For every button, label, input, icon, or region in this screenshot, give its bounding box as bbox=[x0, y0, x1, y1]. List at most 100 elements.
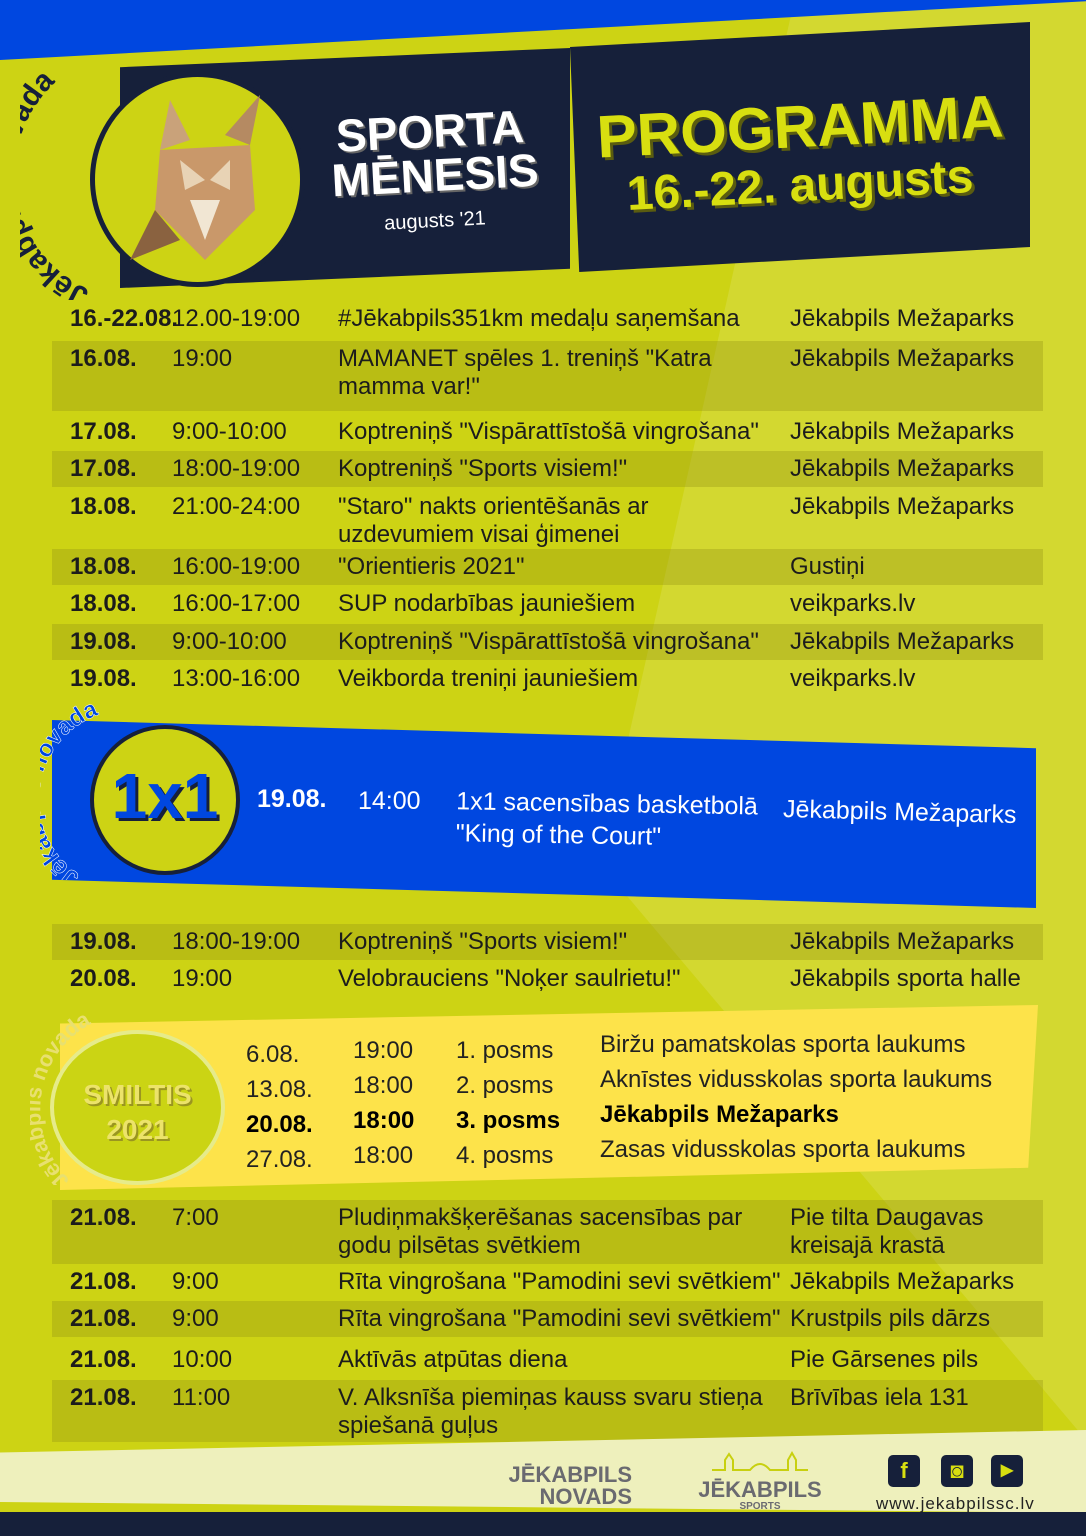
basketball-logo: 1x1 bbox=[90, 725, 240, 875]
row-time: 11:00 bbox=[172, 1384, 231, 1411]
row-date: 19.08. bbox=[70, 628, 137, 655]
logo-line: NOVADS bbox=[539, 1484, 633, 1509]
smiltis-date: 13.08. bbox=[246, 1076, 313, 1103]
jekabpils-novada-arc-text: Jēkabpils novada bbox=[20, 64, 93, 300]
row-date: 21.08. bbox=[70, 1346, 137, 1373]
row-band bbox=[52, 549, 1043, 585]
row-time: 12.00-19:00 bbox=[172, 305, 301, 332]
smiltis-stage: 4. posms bbox=[456, 1142, 554, 1169]
smiltis-location: Zasas vidusskolas sporta laukums bbox=[600, 1136, 966, 1163]
smiltis-date: 6.08. bbox=[246, 1041, 300, 1068]
row-event: Koptreniņš "Vispārattīstošā vingrošana" bbox=[338, 628, 759, 655]
row-location: Brīvības iela 131 bbox=[790, 1384, 969, 1411]
website-link[interactable]: www.jekabpilssc.lv bbox=[876, 1494, 1035, 1513]
row-band bbox=[52, 451, 1043, 487]
row-time: 18:00-19:00 bbox=[172, 455, 301, 482]
row-date: 19.08. bbox=[70, 665, 137, 692]
row-time: 16:00-19:00 bbox=[172, 553, 301, 580]
row-date: 18.08. bbox=[70, 553, 137, 580]
row-time: 13:00-16:00 bbox=[172, 665, 301, 692]
row-event: Pludiņmakšķerēšanas sacensības par godu … bbox=[338, 1204, 743, 1259]
row-time: 21:00-24:00 bbox=[172, 493, 301, 520]
row-event: Velobrauciens "Noķer saulrietu!" bbox=[338, 965, 681, 992]
smiltis-stage: 3. posms bbox=[456, 1107, 561, 1134]
row-date: 21.08. bbox=[70, 1384, 137, 1411]
row-date: 21.08. bbox=[70, 1305, 137, 1332]
row-location: Jēkabpils Mežaparks bbox=[790, 345, 1015, 372]
smiltis-logo-line2: 2021 bbox=[106, 1114, 169, 1145]
row-location: Gustiņi bbox=[790, 553, 865, 580]
row-band bbox=[52, 1301, 1043, 1337]
smiltis-time: 18:00 bbox=[353, 1072, 414, 1099]
row-event: #Jēkabpils351km medaļu saņemšana bbox=[338, 305, 740, 332]
row-location: Jēkabpils Mežaparks bbox=[790, 305, 1015, 332]
row-event: Rīta vingrošana "Pamodini sevi svētkiem" bbox=[338, 1305, 781, 1332]
row-location: Jēkabpils Mežaparks bbox=[790, 493, 1015, 520]
row-event: Veikborda treniņi jauniešiem bbox=[338, 665, 639, 692]
row-time: 16:00-17:00 bbox=[172, 590, 301, 617]
basketball-date: 19.08. bbox=[257, 785, 327, 813]
smiltis-date: 20.08. bbox=[246, 1111, 313, 1138]
city-skyline-icon bbox=[712, 1450, 808, 1471]
row-location: Jēkabpils Mežaparks bbox=[790, 928, 1015, 955]
svg-text:Jēkabpils novada: Jēkabpils novada bbox=[30, 1006, 95, 1185]
row-location: Jēkabpils Mežaparks bbox=[790, 1268, 1015, 1295]
smiltis-location: Aknīstes vidusskolas sporta laukums bbox=[600, 1066, 993, 1093]
row-band bbox=[52, 341, 1043, 411]
basketball-location: Jēkabpils Mežaparks bbox=[782, 794, 1017, 830]
row-time: 9:00 bbox=[172, 1305, 219, 1332]
smiltis-location: Biržu pamatskolas sporta laukums bbox=[600, 1031, 966, 1058]
youtube-icon[interactable]: ▶ bbox=[991, 1455, 1023, 1487]
row-location: Jēkabpils Mežaparks bbox=[790, 455, 1015, 482]
smiltis-time: 18:00 bbox=[353, 1107, 415, 1134]
basketball-logo-text: 1x1 bbox=[111, 760, 219, 832]
smiltis-location: Jēkabpils Mežaparks bbox=[600, 1101, 839, 1128]
jekabpils-sports-logo: JĒKABPILS SPORTS bbox=[695, 1450, 825, 1512]
row-event: Aktīvās atpūtas diena bbox=[338, 1346, 568, 1373]
row-time: 7:00 bbox=[172, 1204, 219, 1231]
row-location: Pie tilta Daugavas kreisajā krastā bbox=[790, 1204, 984, 1259]
row-location: Jēkabpils sporta halle bbox=[790, 965, 1021, 992]
lynx-icon bbox=[130, 95, 260, 260]
jekabpils-novads-logo: JĒKABPILS NOVADS bbox=[490, 1464, 632, 1508]
row-band bbox=[52, 1380, 1043, 1442]
row-date: 21.08. bbox=[70, 1268, 137, 1295]
row-date: 20.08. bbox=[70, 965, 137, 992]
row-event: Koptreniņš "Vispārattīstošā vingrošana" bbox=[338, 418, 759, 445]
logo-line: JĒKABPILS bbox=[698, 1477, 822, 1502]
row-time: 19:00 bbox=[172, 345, 233, 372]
row-date: 18.08. bbox=[70, 493, 137, 520]
row-date: 19.08. bbox=[70, 928, 137, 955]
row-time: 18:00-19:00 bbox=[172, 928, 301, 955]
row-location: Jēkabpils Mežaparks bbox=[790, 418, 1015, 445]
row-event: Koptreniņš "Sports visiem!" bbox=[338, 455, 628, 482]
row-date: 18.08. bbox=[70, 590, 137, 617]
programma-panel bbox=[570, 22, 1030, 272]
row-time: 9:00 bbox=[172, 1268, 219, 1295]
row-time: 19:00 bbox=[172, 965, 233, 992]
basketball-event: 1x1 sacensības basketbolā "King of the C… bbox=[455, 787, 759, 851]
smiltis-logo: SMILTIS 2021 bbox=[50, 1030, 225, 1185]
row-location: Pie Gārsenes pils bbox=[790, 1346, 979, 1373]
row-date: 17.08. bbox=[70, 418, 137, 445]
bottom-navy-strip bbox=[0, 1512, 1086, 1536]
row-event: V. Alksnīša piemiņas kauss svaru stieņa … bbox=[338, 1384, 763, 1439]
logo-line: JĒKABPILS bbox=[508, 1462, 632, 1487]
row-event: SUP nodarbības jauniešiem bbox=[338, 590, 636, 617]
smiltis-time: 19:00 bbox=[353, 1037, 414, 1064]
row-event: "Staro" nakts orientēšanās ar uzdevumiem… bbox=[338, 493, 649, 548]
row-date: 17.08. bbox=[70, 455, 137, 482]
instagram-icon[interactable]: ◙ bbox=[941, 1455, 973, 1487]
row-event: Koptreniņš "Sports visiem!" bbox=[338, 928, 628, 955]
facebook-icon[interactable]: f bbox=[888, 1455, 920, 1487]
svg-text:Jēkabpils novada: Jēkabpils novada bbox=[20, 64, 93, 300]
row-event: Rīta vingrošana "Pamodini sevi svētkiem" bbox=[338, 1268, 781, 1295]
row-event: "Orientieris 2021" bbox=[338, 553, 525, 580]
row-time: 9:00-10:00 bbox=[172, 418, 287, 445]
smiltis-stage: 1. posms bbox=[456, 1037, 554, 1064]
smiltis-date: 27.08. bbox=[246, 1146, 313, 1173]
row-location: Jēkabpils Mežaparks bbox=[790, 628, 1015, 655]
row-date: 21.08. bbox=[70, 1204, 137, 1231]
row-date: 16.08. bbox=[70, 345, 137, 372]
row-band bbox=[52, 624, 1043, 660]
